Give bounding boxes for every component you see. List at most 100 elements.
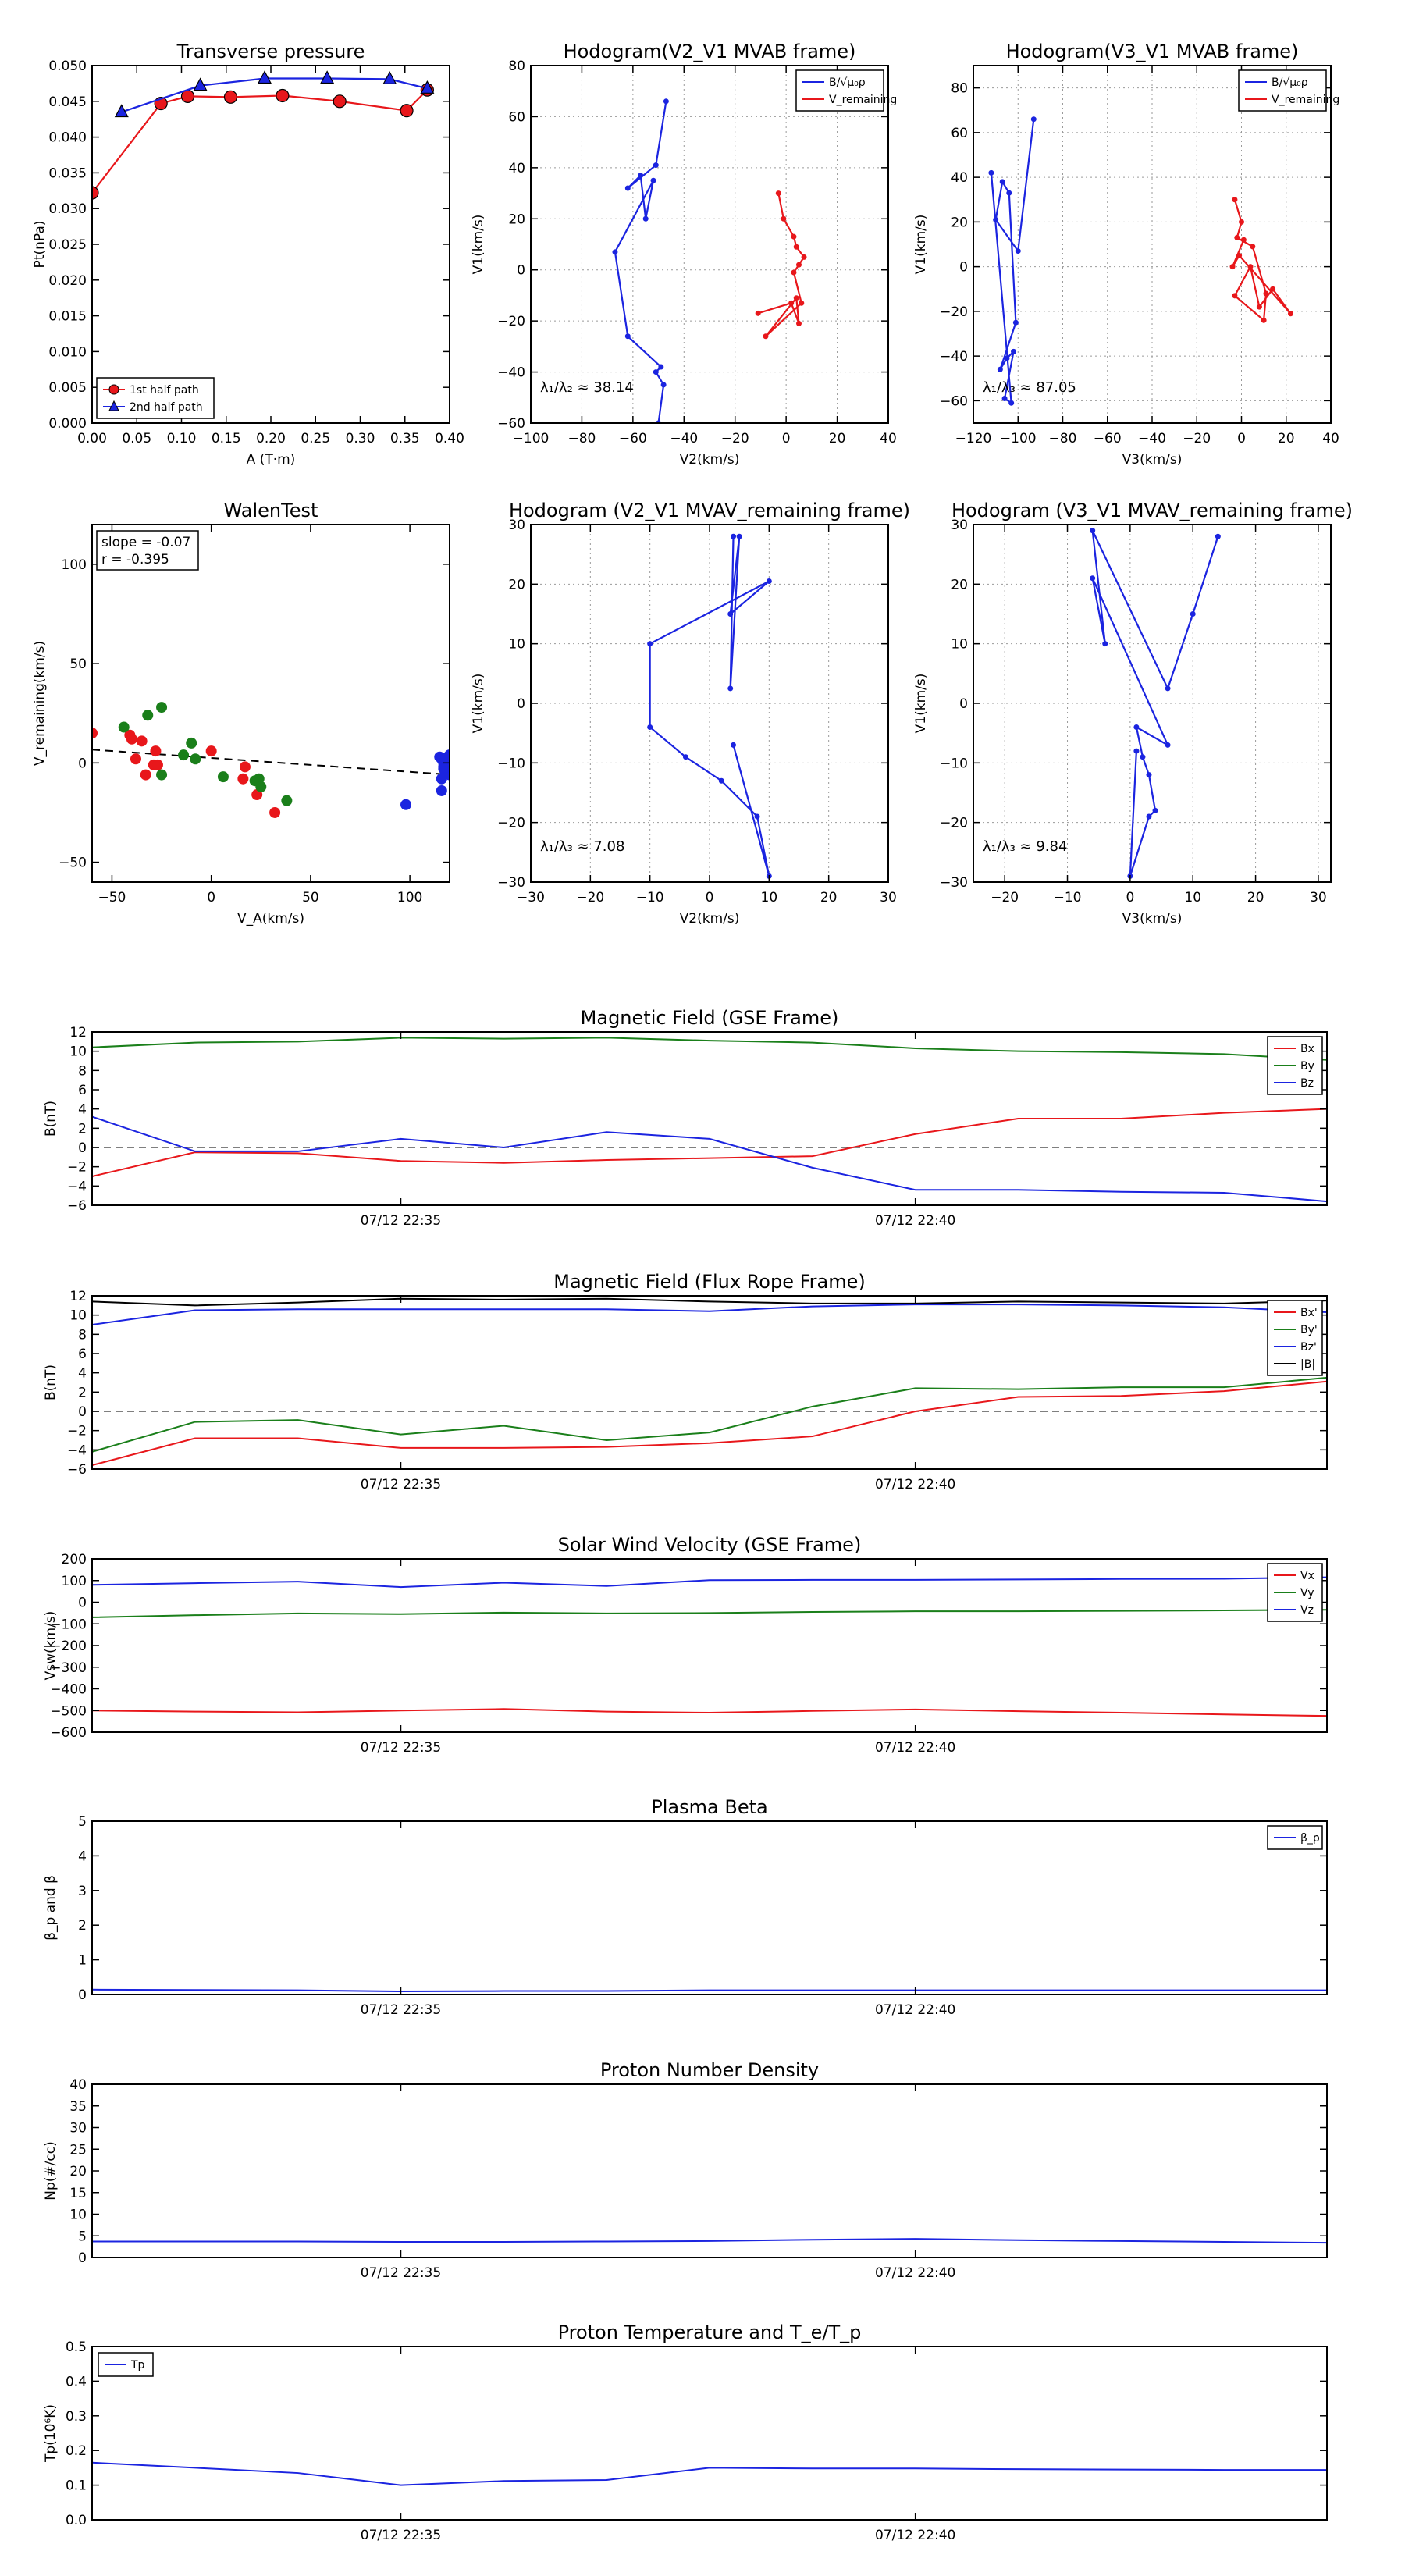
x-axis-label: V_A(km/s) (237, 911, 304, 927)
data-point (731, 533, 737, 539)
data-point (142, 710, 154, 721)
y-tick-label: 0 (78, 1596, 87, 1611)
data-point (642, 215, 649, 222)
y-tick-label: −6 (67, 1462, 87, 1478)
y-tick-label: 20 (69, 2164, 87, 2179)
x-axis-label: V3(km/s) (1122, 452, 1183, 468)
legend-label: |B| (1300, 1358, 1315, 1371)
y-tick-label: 2 (78, 1121, 87, 1137)
series-Vy-line (92, 1609, 1327, 1618)
y-tick-label: 10 (69, 1044, 87, 1060)
data-point (1232, 293, 1238, 299)
legend-label: V_remaining (829, 94, 897, 106)
y-tick-label: 0.005 (48, 380, 87, 396)
data-point (612, 249, 618, 255)
y-tick-label: 35 (69, 2099, 87, 2115)
y-tick-label: 0 (78, 2250, 87, 2266)
x-tick-label: 0.00 (77, 431, 107, 447)
y-tick-label: 0.4 (66, 2374, 87, 2389)
y-tick-label: 0.3 (66, 2409, 87, 2425)
y-tick-label: 0.015 (48, 309, 87, 325)
y-tick-label: −4 (67, 1443, 87, 1458)
x-tick-label: −20 (991, 890, 1019, 906)
chart-title: Hodogram(V3_V1 MVAB frame) (1006, 41, 1299, 62)
y-tick-label: 50 (69, 656, 87, 672)
x-tick-label: 07/12 22:35 (361, 2002, 441, 2018)
y-axis-label: V_remaining(km/s) (32, 641, 48, 766)
chart-title: Magnetic Field (Flux Rope Frame) (553, 1271, 865, 1293)
data-point (223, 90, 238, 104)
series-Bz-line (92, 1115, 1327, 1203)
x-tick-label: −20 (721, 431, 749, 447)
x-tick-label: 07/12 22:40 (875, 1213, 955, 1229)
data-point (775, 190, 781, 197)
legend-label: V_remaining (1272, 94, 1339, 106)
y-tick-label: 0.2 (66, 2443, 87, 2459)
y-tick-label: −2 (67, 1160, 87, 1176)
y-tick-label: 0 (517, 696, 525, 712)
y-tick-label: 5 (78, 2229, 87, 2244)
series-p-line (92, 1988, 1327, 1993)
data-point (436, 773, 447, 785)
data-point (660, 382, 667, 388)
chart-title: Transverse pressure (176, 41, 365, 62)
y-tick-label: 30 (69, 2121, 87, 2137)
data-point (1250, 244, 1256, 250)
y-tick-label: 0.050 (48, 59, 87, 74)
plot-frame (91, 524, 450, 883)
y-tick-label: 4 (78, 1366, 87, 1382)
y-tick-label: −100 (50, 1617, 87, 1632)
y-tick-label: −20 (940, 816, 968, 831)
y-tick-label: 0.025 (48, 237, 87, 253)
plot-data (647, 533, 772, 879)
data-point (793, 244, 799, 250)
x-tick-label: −30 (517, 890, 545, 906)
y-tick-label: 25 (69, 2142, 87, 2158)
series-By-line (92, 1376, 1327, 1453)
plot-frame (91, 1820, 1328, 1995)
y-tick-label: 6 (78, 1347, 87, 1362)
y-tick-label: 8 (78, 1327, 87, 1343)
data-point (420, 80, 435, 94)
chart-vsw: 07/12 22:35 07/12 22:40 −600 −500 −400 −300 −2… (43, 1534, 1328, 1756)
y-tick-label: 80 (951, 81, 968, 97)
chart-title: Hodogram (V2_V1 MVAV_remaining frame) (509, 500, 910, 521)
legend-label: B/√μ₀ρ (1272, 76, 1308, 89)
legend-box (1238, 69, 1327, 112)
data-point (269, 806, 281, 818)
legend-label: 1st half path (130, 384, 199, 397)
data-point (320, 70, 335, 84)
y-tick-label: 0.020 (48, 273, 87, 289)
data-point (382, 71, 397, 85)
data-point (1190, 611, 1196, 617)
data-point (1030, 116, 1037, 123)
y-tick-label: −200 (50, 1638, 87, 1654)
stats-box (96, 530, 199, 571)
data-point (400, 799, 412, 810)
data-point (624, 185, 631, 191)
data-point (1263, 290, 1269, 297)
data-point (1239, 219, 1244, 225)
data-point (281, 795, 293, 806)
legend-label: B/√μ₀ρ (829, 76, 866, 89)
data-point (799, 300, 805, 306)
x-tick-label: 0.20 (256, 431, 286, 447)
y-tick-label: 0.5 (66, 2339, 87, 2355)
x-tick-label: 0 (1237, 431, 1246, 447)
data-point (114, 104, 129, 118)
x-tick-label: 20 (1247, 890, 1264, 906)
y-tick-label: 60 (951, 126, 968, 141)
y-tick-label: 0.035 (48, 165, 87, 181)
data-point (718, 777, 724, 784)
x-tick-label: 0.30 (346, 431, 375, 447)
y-tick-label: 30 (951, 518, 968, 533)
y-tick-label: 8 (78, 1063, 87, 1079)
eigenvalue-ratio-label: λ₁/λ₃ ≈ 87.05 (983, 379, 1076, 396)
plot-data (92, 2461, 1327, 2486)
data-point (727, 611, 734, 617)
data-point (1015, 248, 1021, 254)
legend-label: 2nd half path (130, 401, 203, 414)
x-tick-label: −100 (513, 431, 550, 447)
